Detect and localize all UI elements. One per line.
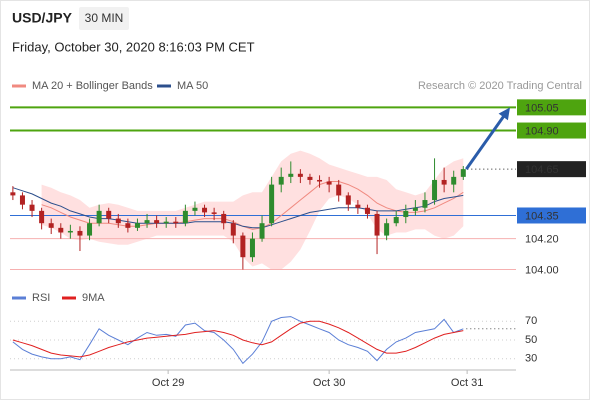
candle-body (19, 195, 25, 205)
candle-body (432, 179, 438, 201)
candle-body (451, 176, 457, 185)
indicator-line (12, 316, 464, 365)
candle-body (240, 235, 246, 258)
legend-label: 9MA (82, 292, 105, 304)
legend-label: MA 50 (177, 80, 208, 92)
candle-body (297, 173, 303, 177)
candle-body (39, 210, 45, 224)
forecast-arrow (465, 113, 507, 171)
level-label: 104.90 (525, 125, 559, 137)
level-label: 105.05 (525, 102, 559, 114)
y-tick-label: 30 (525, 353, 537, 365)
candle-body (393, 217, 399, 224)
level-label: 104.65 (525, 164, 559, 176)
timeframe[interactable]: 30 MIN (85, 11, 124, 25)
candle-body (230, 223, 236, 236)
candle-body (278, 176, 284, 185)
legend-label: RSI (32, 292, 50, 304)
candle-body (374, 213, 380, 236)
indicator-line (12, 320, 464, 358)
candle-body (144, 220, 150, 224)
candle-body (77, 230, 83, 236)
candle-body (154, 220, 160, 224)
candle-body (317, 179, 323, 182)
candle-body (441, 179, 447, 185)
candle-body (10, 192, 16, 196)
level-badge (517, 207, 586, 224)
candle-body (106, 210, 112, 219)
ma-line (12, 187, 464, 229)
candle-body (249, 238, 255, 258)
candle-body (134, 223, 140, 228)
y-tick-label: 50 (525, 334, 537, 346)
candle-body (115, 218, 121, 224)
bollinger-band (41, 150, 464, 270)
x-tick-label: Oct 29 (152, 377, 184, 389)
candle-body (192, 207, 198, 211)
candle-body (345, 195, 351, 205)
x-tick-label: Oct 30 (313, 377, 345, 389)
candle-body (163, 221, 169, 224)
candle-body (87, 223, 93, 236)
candle-body (58, 227, 64, 233)
candle-body (326, 181, 332, 185)
candle-body (422, 200, 428, 208)
candle-body (211, 212, 217, 214)
candle-body (202, 207, 208, 213)
candle-body (269, 184, 275, 224)
level-badge (517, 99, 586, 116)
candle-body (307, 176, 313, 180)
timestamp: Friday, October 30, 2020 8:16:03 PM CET (12, 39, 255, 54)
arrow-head (498, 107, 510, 121)
candle-body (460, 169, 466, 177)
candle-body (355, 204, 361, 208)
candle-body (125, 223, 131, 228)
candle-body (336, 184, 342, 196)
candle-body (412, 207, 418, 211)
candle-body (288, 173, 294, 177)
candle-body (403, 210, 409, 218)
level-badge (517, 122, 586, 139)
candle-body (182, 210, 188, 224)
level-badge (517, 161, 586, 178)
credit: Research © 2020 Trading Central (418, 80, 582, 92)
legend-label: MA 20 + Bollinger Bands (32, 80, 153, 92)
candle-body (48, 223, 54, 228)
candle-body (364, 207, 370, 214)
level-label: 104.35 (525, 210, 559, 222)
symbol: USD/JPY (12, 10, 73, 26)
candle-body (29, 204, 35, 211)
x-tick-label: Oct 31 (451, 377, 483, 389)
candle-body (96, 210, 102, 224)
y-tick-label: 70 (525, 315, 537, 327)
candle-body (173, 221, 179, 224)
candle-body (384, 223, 390, 236)
candle-body (67, 230, 73, 233)
candle-body (259, 223, 265, 239)
candle-body (221, 213, 227, 224)
level-label: 104.20 (525, 234, 559, 246)
ma-line (41, 181, 464, 230)
timeframe-badge[interactable] (79, 7, 129, 30)
level-label: 104.00 (525, 264, 559, 276)
